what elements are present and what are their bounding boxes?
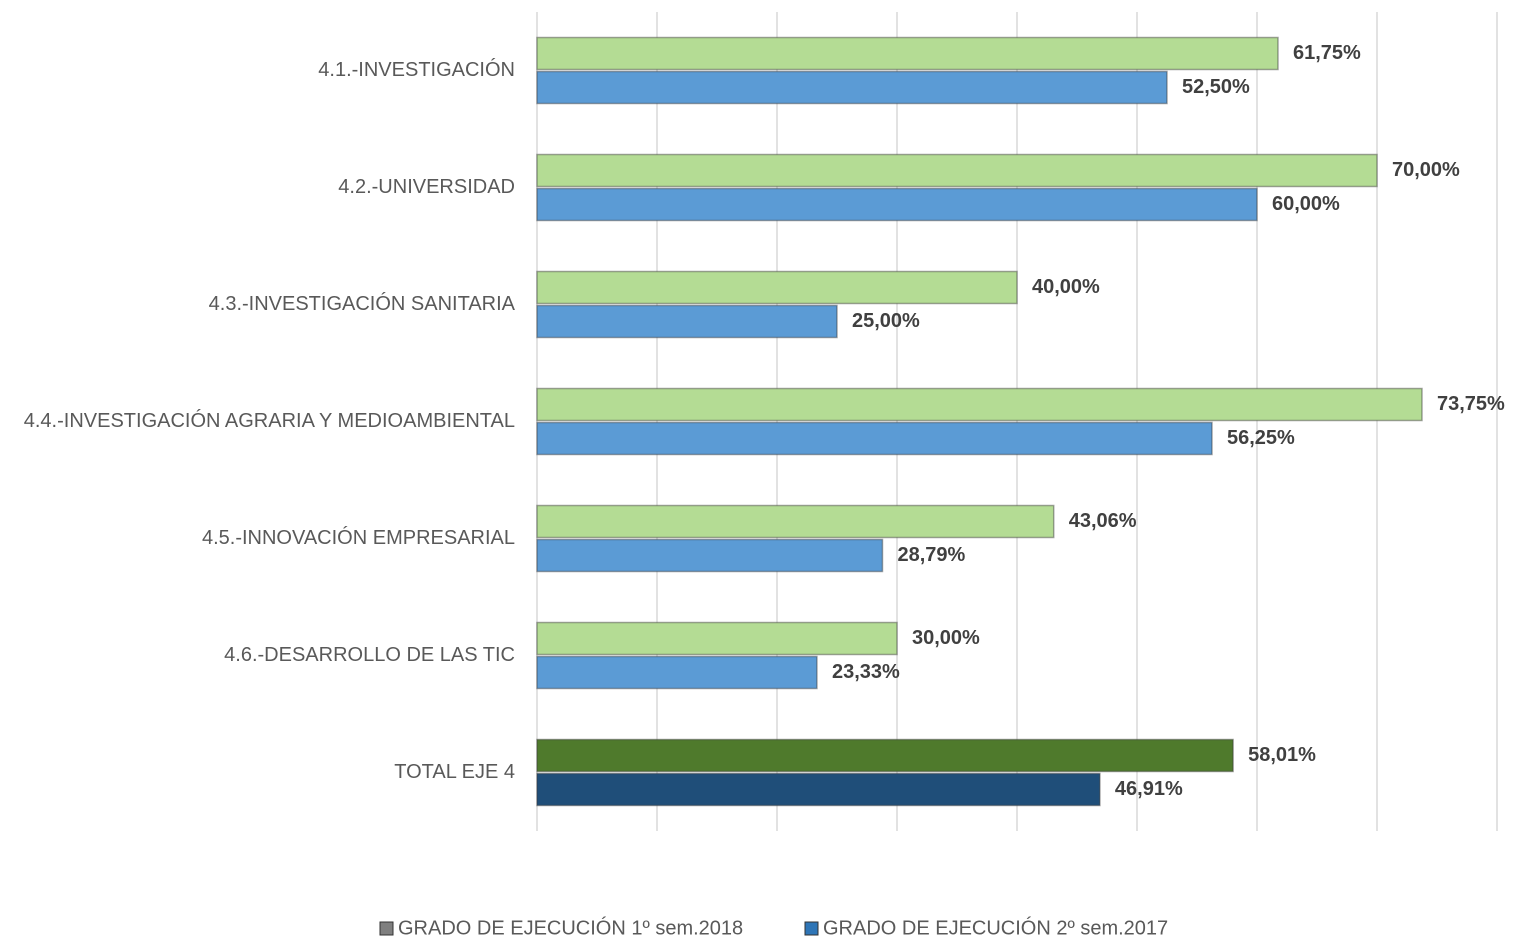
bar (536, 772, 1101, 807)
bar (536, 70, 1168, 105)
data-label: 28,79% (897, 544, 965, 566)
bar (536, 36, 1279, 71)
y-tick-label: 4.3.-INVESTIGACIÓN SANITARIA (209, 292, 516, 315)
legend-label: GRADO DE EJECUCIÓN 2º sem.2017 (823, 916, 1168, 939)
data-label: 43,06% (1069, 510, 1137, 532)
legend-swatch (804, 921, 819, 936)
data-label: 73,75% (1437, 393, 1505, 415)
bar (536, 304, 838, 339)
bar (536, 504, 1055, 539)
legend-label: GRADO DE EJECUCIÓN 1º sem.2018 (398, 916, 743, 939)
bar (536, 421, 1213, 456)
bar (536, 538, 884, 573)
y-tick-label: 4.4.-INVESTIGACIÓN AGRARIA Y MEDIOAMBIEN… (24, 409, 515, 432)
bar (536, 621, 898, 656)
bar (536, 187, 1258, 222)
data-label: 23,33% (832, 661, 900, 683)
bar (536, 270, 1018, 305)
data-label: 40,00% (1032, 276, 1100, 298)
data-label: 58,01% (1248, 744, 1316, 766)
data-label: 46,91% (1115, 778, 1183, 800)
bar (536, 738, 1234, 773)
data-label: 70,00% (1392, 159, 1460, 181)
y-tick-label: 4.6.-DESARROLLO DE LAS TIC (224, 644, 515, 666)
data-label: 25,00% (852, 310, 920, 332)
y-tick-label: TOTAL EJE 4 (394, 761, 515, 783)
data-label: 52,50% (1182, 76, 1250, 98)
data-label: 56,25% (1227, 427, 1295, 449)
y-tick-label: 4.5.-INNOVACIÓN EMPRESARIAL (202, 526, 515, 549)
bar (536, 153, 1378, 188)
bar (536, 655, 818, 690)
legend-swatch (379, 921, 394, 936)
y-tick-label: 4.2.-UNIVERSIDAD (338, 176, 515, 198)
y-tick-label: 4.1.-INVESTIGACIÓN (318, 58, 515, 81)
data-label: 60,00% (1272, 193, 1340, 215)
data-label: 30,00% (912, 627, 980, 649)
data-label: 61,75% (1293, 42, 1361, 64)
bar (536, 387, 1423, 422)
